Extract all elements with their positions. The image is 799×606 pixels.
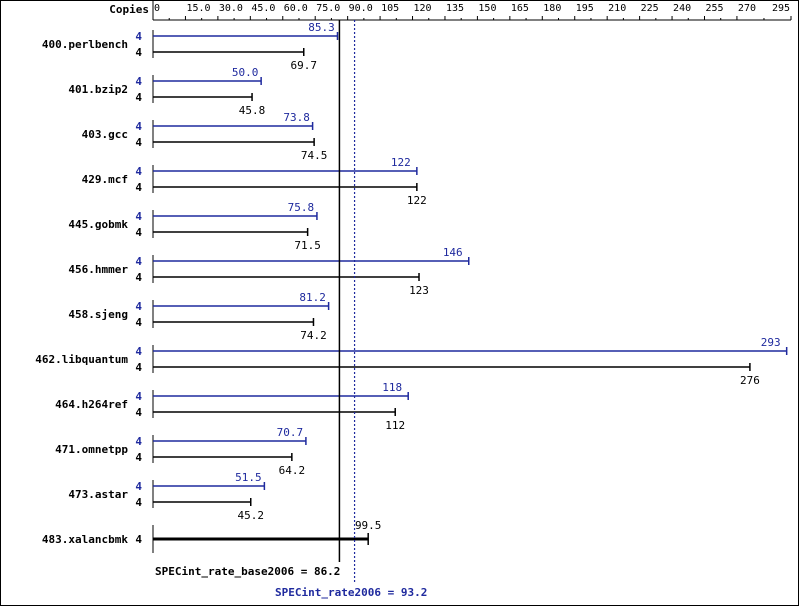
copies-label-base: 4 [135, 91, 142, 104]
x-tick-label: 15.0 [186, 3, 210, 14]
data-label-base: 69.7 [290, 59, 317, 72]
data-label-peak: 81.2 [299, 291, 326, 304]
data-label-base: 123 [409, 284, 429, 297]
copies-label-base: 4 [135, 136, 142, 149]
copies-label-peak: 4 [135, 480, 142, 493]
benchmark-label: 456.hmmer [68, 263, 128, 276]
data-label-peak: 122 [391, 156, 411, 169]
copies-label-single: 4 [135, 533, 142, 546]
base-mean-label: SPECint_rate_base2006 = 86.2 [155, 565, 340, 578]
data-label-base: 112 [385, 419, 405, 432]
data-label-peak: 118 [382, 381, 402, 394]
copies-label-base: 4 [135, 271, 142, 284]
copies-label-base: 4 [135, 181, 142, 194]
peak-mean-label: SPECint_rate2006 = 93.2 [275, 586, 427, 599]
x-tick-label: 75.0 [316, 3, 340, 14]
x-tick-label: 180 [543, 3, 561, 14]
data-label-peak: 51.5 [235, 471, 262, 484]
benchmark-label: 401.bzip2 [68, 83, 128, 96]
x-tick-label: 60.0 [284, 3, 308, 14]
benchmark-label: 473.astar [68, 488, 128, 501]
data-label-single: 99.5 [355, 519, 382, 532]
copies-label-peak: 4 [135, 210, 142, 223]
copies-label-peak: 4 [135, 435, 142, 448]
data-label-base: 74.5 [301, 149, 328, 162]
benchmark-label: 429.mcf [82, 173, 128, 186]
x-tick-label: 30.0 [219, 3, 243, 14]
copies-label-base: 4 [135, 46, 142, 59]
copies-label-base: 4 [135, 226, 142, 239]
x-tick-label: 270 [738, 3, 756, 14]
data-label-peak: 70.7 [277, 426, 304, 439]
copies-label-base: 4 [135, 406, 142, 419]
data-label-peak: 75.8 [288, 201, 315, 214]
benchmark-label: 400.perlbench [42, 38, 128, 51]
data-label-base: 122 [407, 194, 427, 207]
benchmark-label: 403.gcc [82, 128, 128, 141]
copies-label-peak: 4 [135, 345, 142, 358]
x-tick-label: 195 [576, 3, 594, 14]
data-label-peak: 146 [443, 246, 463, 259]
data-label-peak: 50.0 [232, 66, 259, 79]
copies-label-base: 4 [135, 361, 142, 374]
data-label-peak: 85.3 [308, 21, 335, 34]
x-tick-label: 45.0 [251, 3, 275, 14]
data-label-peak: 73.8 [283, 111, 310, 124]
data-label-base: 74.2 [300, 329, 327, 342]
copies-label-base: 4 [135, 496, 142, 509]
x-tick-label: 210 [608, 3, 626, 14]
copies-label-base: 4 [135, 316, 142, 329]
data-label-base: 64.2 [279, 464, 306, 477]
data-label-base: 45.2 [238, 509, 265, 522]
x-tick-label: 105 [381, 3, 399, 14]
x-tick-label: 255 [705, 3, 723, 14]
x-tick-label: 225 [641, 3, 659, 14]
x-tick-label: 120 [414, 3, 432, 14]
x-tick-label: 240 [673, 3, 691, 14]
copies-label-peak: 4 [135, 390, 142, 403]
axis-label: Copies [109, 3, 149, 16]
x-tick-label: 135 [446, 3, 464, 14]
x-tick-label: 165 [511, 3, 529, 14]
benchmark-label: 471.omnetpp [55, 443, 128, 456]
benchmark-label: 462.libquantum [35, 353, 128, 366]
x-tick-label: 90.0 [349, 3, 373, 14]
copies-label-base: 4 [135, 451, 142, 464]
benchmark-label: 445.gobmk [68, 218, 128, 231]
copies-label-peak: 4 [135, 300, 142, 313]
data-label-base: 45.8 [239, 104, 266, 117]
data-label-base: 276 [740, 374, 760, 387]
data-label-base: 71.5 [294, 239, 321, 252]
copies-label-peak: 4 [135, 165, 142, 178]
x-tick-label: 295 [772, 3, 790, 14]
x-tick-label: 0 [154, 3, 160, 14]
x-tick-label: 150 [478, 3, 496, 14]
benchmark-label: 458.sjeng [68, 308, 128, 321]
copies-label-peak: 4 [135, 255, 142, 268]
benchmark-label: 483.xalancbmk [42, 533, 128, 546]
data-label-peak: 293 [761, 336, 781, 349]
copies-label-peak: 4 [135, 30, 142, 43]
benchmark-label: 464.h264ref [55, 398, 128, 411]
copies-label-peak: 4 [135, 120, 142, 133]
copies-label-peak: 4 [135, 75, 142, 88]
